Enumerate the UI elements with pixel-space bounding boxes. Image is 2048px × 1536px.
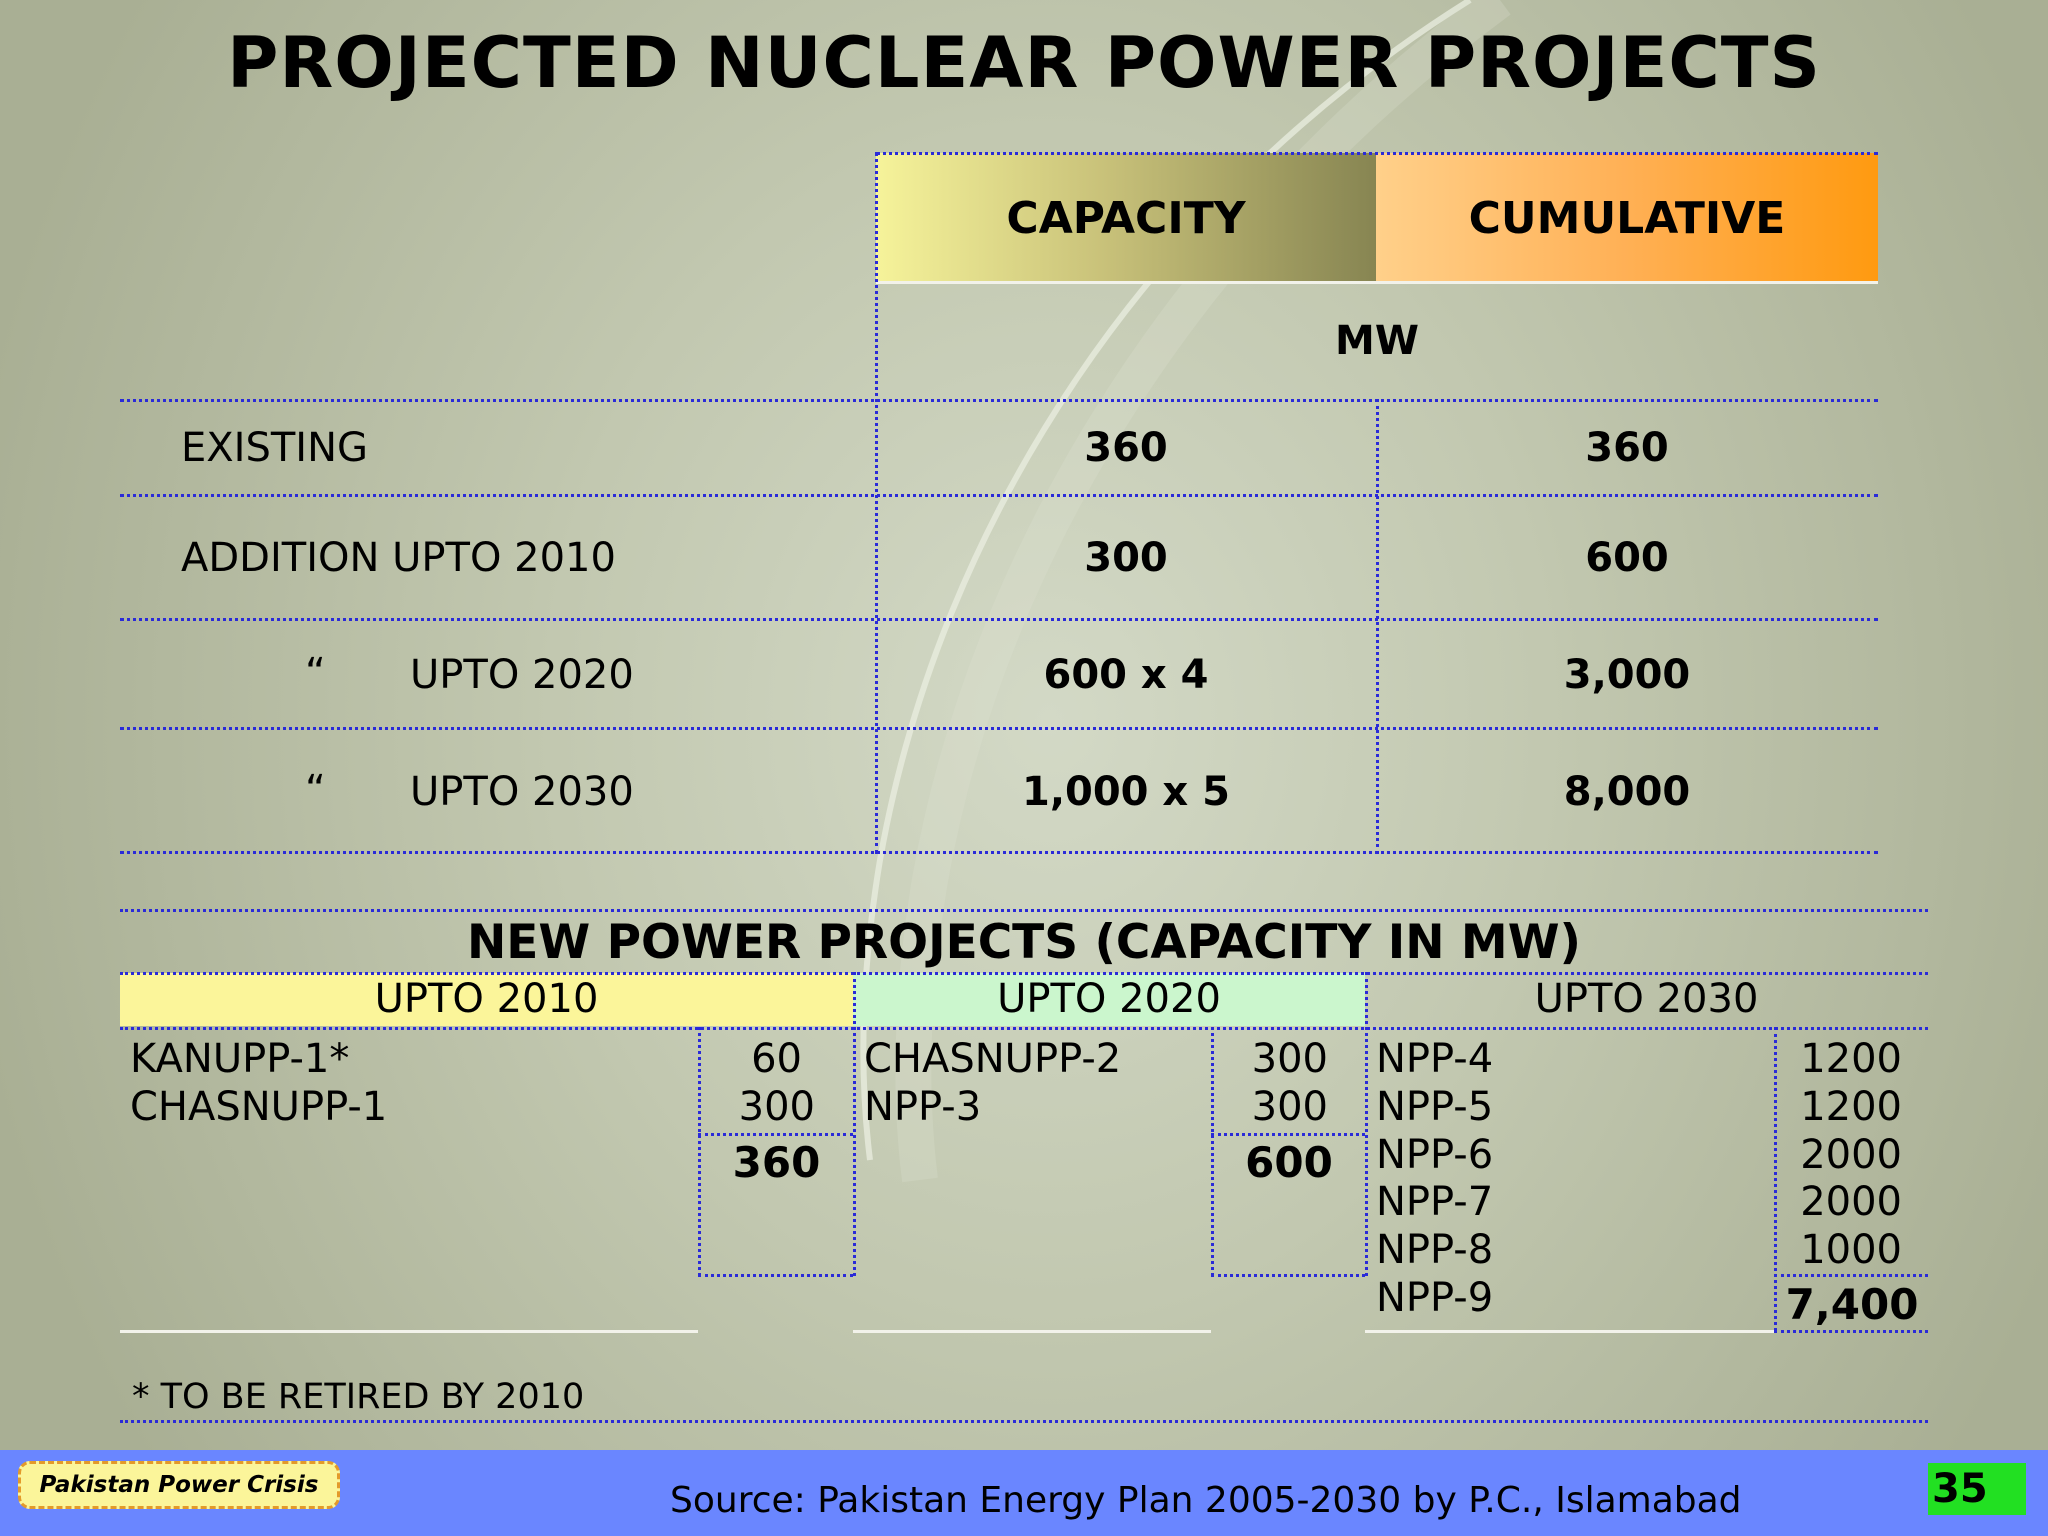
group-divider <box>853 972 856 1276</box>
table-row-border <box>120 494 1878 497</box>
band-2020 <box>853 973 1365 1026</box>
row-cumulative: 360 <box>1585 425 1669 471</box>
row-label: EXISTING <box>181 425 369 471</box>
group-underline <box>853 1330 1211 1333</box>
project-name: NPP-7 <box>1376 1179 1494 1225</box>
footer-badge: Pakistan Power Crisis <box>18 1461 340 1509</box>
row-capacity: 600 x 4 <box>1043 652 1209 698</box>
total-bottom-border <box>1774 1330 1928 1333</box>
project-capacity: 2000 <box>1800 1179 1902 1225</box>
project-capacity: 1200 <box>1800 1084 1902 1130</box>
project-name: NPP-3 <box>864 1084 982 1130</box>
group-label-2020: UPTO 2020 <box>997 976 1221 1022</box>
row-label: UPTO 2020 <box>410 652 634 698</box>
total-top-border <box>1774 1274 1928 1277</box>
row-capacity: 1,000 x 5 <box>1021 769 1230 815</box>
row-cumulative: 600 <box>1585 535 1669 581</box>
capacity-header: CAPACITY <box>876 153 1376 283</box>
footer-bar <box>0 1450 2048 1536</box>
group-label-2030: UPTO 2030 <box>1534 976 1759 1022</box>
project-capacity: 1200 <box>1800 1036 1902 1082</box>
table-row-border <box>120 618 1878 621</box>
section-title: NEW POWER PROJECTS (CAPACITY IN MW) <box>466 915 1582 970</box>
table-row-border <box>120 727 1878 730</box>
footnote: * TO BE RETIRED BY 2010 <box>132 1377 585 1417</box>
group-label-2010: UPTO 2010 <box>374 976 599 1022</box>
project-capacity: 1000 <box>1800 1227 1902 1273</box>
project-name: NPP-6 <box>1376 1132 1494 1178</box>
row-label: ADDITION UPTO 2010 <box>181 535 616 581</box>
band-2010 <box>120 973 853 1026</box>
table-divider-middle <box>1376 399 1379 854</box>
band-top-border <box>120 972 1928 975</box>
band-bottom-border <box>120 1027 1928 1030</box>
total-bottom-border <box>698 1274 853 1277</box>
row-label: UPTO 2030 <box>410 769 634 815</box>
project-name: NPP-5 <box>1376 1084 1494 1130</box>
row-cumulative: 3,000 <box>1563 652 1691 698</box>
page-title: PROJECTED NUCLEAR POWER PROJECTS <box>227 22 1821 104</box>
header-underline <box>876 281 1878 284</box>
project-name: NPP-4 <box>1376 1036 1494 1082</box>
row-cumulative: 8,000 <box>1563 769 1691 815</box>
unit-label: MW <box>1335 318 1419 364</box>
group-underline <box>120 1330 698 1333</box>
project-capacity: 60 <box>751 1036 802 1082</box>
project-capacity: 2000 <box>1800 1132 1902 1178</box>
cumulative-header: CUMULATIVE <box>1376 153 1878 283</box>
total-bottom-border <box>1211 1274 1365 1277</box>
project-capacity: 300 <box>738 1084 815 1130</box>
total-top-border <box>698 1133 853 1136</box>
group-underline <box>1365 1330 1774 1333</box>
table-top-border <box>876 152 1878 155</box>
project-name: NPP-9 <box>1376 1275 1494 1321</box>
group-total: 600 <box>1245 1138 1333 1187</box>
project-capacity: 300 <box>1251 1036 1328 1082</box>
group-total: 7,400 <box>1785 1280 1919 1329</box>
ditto-mark: “ <box>305 767 326 813</box>
ditto-mark: “ <box>305 650 326 696</box>
table-row-border <box>120 399 1878 402</box>
value-column-border <box>1774 1027 1777 1331</box>
group-total: 360 <box>732 1138 821 1187</box>
project-name: CHASNUPP-1 <box>130 1084 388 1130</box>
value-column-border <box>698 1027 701 1276</box>
project-name: KANUPP-1* <box>130 1036 350 1082</box>
row-capacity: 300 <box>1084 535 1168 581</box>
group-divider <box>1365 972 1368 1276</box>
project-capacity: 300 <box>1251 1084 1328 1130</box>
value-column-border <box>1211 1027 1214 1276</box>
section-top-border <box>120 909 1928 912</box>
project-name: NPP-8 <box>1376 1227 1494 1273</box>
source-text: Source: Pakistan Energy Plan 2005-2030 b… <box>670 1480 1742 1521</box>
footnote-border <box>120 1420 1928 1423</box>
page-number: 35 <box>1928 1463 2026 1515</box>
project-name: CHASNUPP-2 <box>864 1036 1122 1082</box>
table-divider-left <box>875 152 878 854</box>
total-top-border <box>1211 1133 1365 1136</box>
row-capacity: 360 <box>1084 425 1168 471</box>
table-row-border <box>120 851 1878 854</box>
